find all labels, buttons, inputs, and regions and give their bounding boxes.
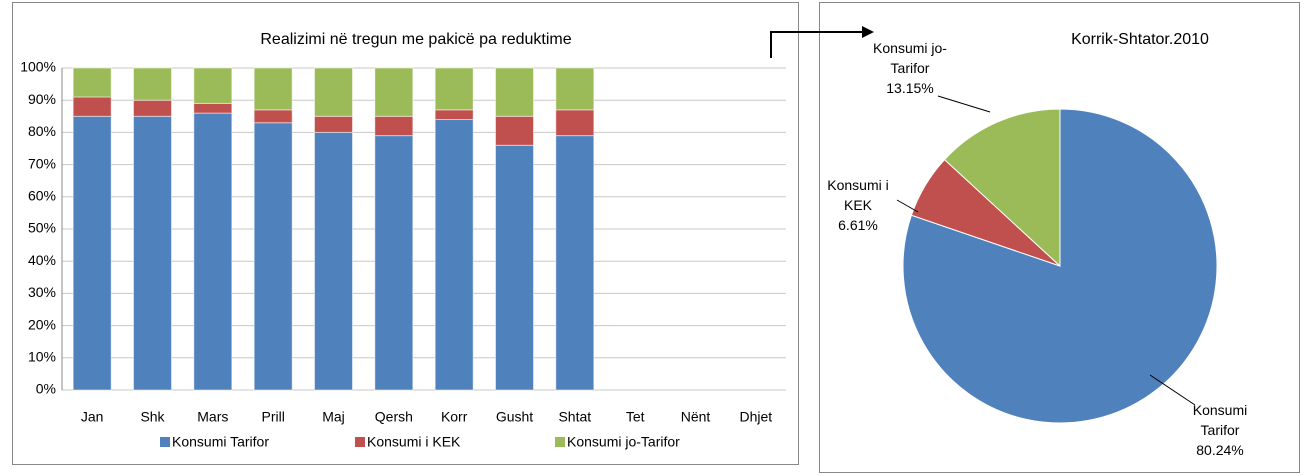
bar-segment [374,115,414,137]
pie-label-name: Konsumi Tarifor [1192,402,1248,438]
bar-segment [314,67,353,117]
bar-segment [434,119,474,391]
y-tick-label: 30% [28,284,56,300]
pie-slice [943,108,1061,268]
x-tick-label: Dhjet [739,409,772,425]
leader-line [1149,374,1196,406]
legend-label: Konsumi jo-Tarifor [567,434,680,450]
pie-label-name: Konsumi i KEK [827,177,889,213]
bar-segment [133,67,172,101]
leader-line [937,95,991,113]
bar-segment [133,115,172,391]
bar-segment [555,67,595,111]
bar-segment [133,99,172,117]
bar-segment [72,96,112,117]
legend-swatch [555,437,565,447]
chart-title: Korrik-Shtator.2010 [1071,31,1209,48]
bar-segment [193,112,233,391]
bar-segment [72,115,112,391]
bar-segment [555,109,595,137]
bar-segment [314,115,353,133]
chart-title: Realizimi në tregun me pakicë pa redukti… [260,31,571,48]
bar-segment [495,115,534,146]
leader-line [896,199,919,213]
y-tick-label: 10% [28,349,56,365]
legend-label: Konsumi i KEK [367,434,461,450]
y-tick-label: 60% [28,188,56,204]
x-tick-label: Prill [261,409,284,425]
y-tick-label: 50% [28,220,56,236]
y-tick-label: 20% [28,316,56,332]
bar-segment [253,67,293,111]
bar-segment [374,67,414,117]
legend-swatch [355,437,365,447]
bar-segment [193,67,233,104]
arrow [770,31,862,58]
x-tick-label: Nënt [681,409,711,425]
pie-slice [902,108,1218,424]
bar-segment [434,67,474,111]
y-tick-label: 40% [28,252,56,268]
pie-label-name: Konsumi jo-Tarifor [873,40,947,76]
bar-segment [374,135,414,391]
pie-label-value: 6.61% [838,217,878,233]
x-tick-label: Gusht [496,409,533,425]
y-tick-label: 0% [36,381,56,397]
bar-segment [434,109,474,121]
pie-label-value: 80.24% [1196,442,1244,458]
bar-segment [314,131,353,391]
legend-swatch [160,437,170,447]
arrow-head [862,26,874,38]
pie-label: Konsumi Tarifor 80.24% [1185,400,1255,460]
bar-segment [253,122,293,391]
pie-label: Konsumi jo-Tarifor 13.15% [870,38,950,98]
legend-label: Konsumi Tarifor [172,434,269,450]
x-tick-label: Jan [81,409,104,425]
bar-segment [72,67,112,98]
x-tick-label: Shk [140,409,165,425]
x-tick-label: Maj [322,409,345,425]
pie-label: Konsumi i KEK 6.61% [818,175,898,235]
bar-segment [495,67,534,117]
y-tick-label: 100% [20,59,56,75]
y-tick-label: 90% [28,91,56,107]
bar-segment [555,135,595,391]
y-tick-label: 70% [28,155,56,171]
x-tick-label: Korr [441,409,468,425]
bar-segment [193,102,233,114]
bar-segment [495,144,534,391]
x-tick-label: Shtat [558,409,591,425]
x-tick-label: Tet [626,409,645,425]
bar-segment [253,109,293,124]
y-tick-label: 80% [28,123,56,139]
x-tick-label: Mars [197,409,228,425]
x-tick-label: Qersh [375,409,413,425]
pie-label-value: 13.15% [886,80,934,96]
